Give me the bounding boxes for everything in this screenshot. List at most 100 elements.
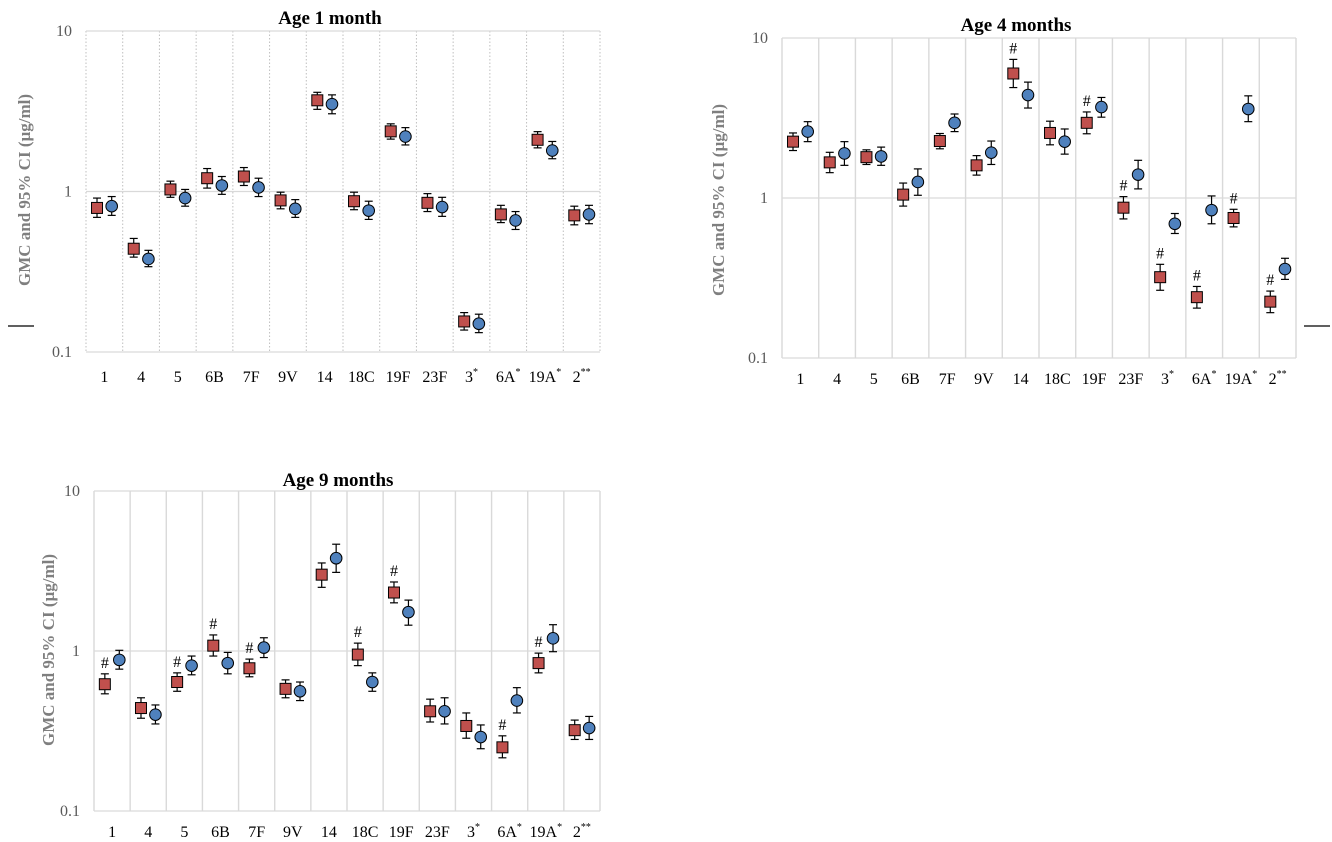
- data-point-blue: [582, 208, 596, 221]
- x-tick-label: 7F: [939, 371, 956, 388]
- y-tick-label: 0.1: [52, 344, 72, 361]
- x-tick-label: 2**: [573, 822, 591, 841]
- data-point-red: [970, 159, 983, 172]
- data-point-blue: [1131, 168, 1145, 181]
- data-point-red: [1154, 271, 1167, 284]
- x-tick-label: 14: [317, 369, 333, 386]
- data-point-blue: [149, 708, 162, 721]
- data-point-blue: [474, 730, 488, 744]
- x-tick-label: 14: [1013, 371, 1029, 388]
- data-point-blue: [185, 659, 198, 672]
- data-point-blue: [582, 721, 596, 735]
- x-tick-label: 18C: [352, 824, 379, 841]
- data-point-red: [424, 705, 437, 718]
- y-tick-label: 10: [752, 30, 768, 47]
- data-point-red: [1044, 126, 1057, 139]
- data-point-blue: [546, 632, 560, 645]
- significance-annotation: #: [209, 616, 217, 633]
- data-point-red: [1190, 291, 1203, 304]
- x-tick-label: 2**: [573, 367, 591, 386]
- data-point-blue: [509, 214, 522, 227]
- data-point-red: [201, 172, 214, 185]
- data-point-red: [421, 196, 434, 209]
- x-tick-label: 5: [870, 371, 878, 388]
- y-tick-label: 1: [760, 190, 768, 207]
- data-point-blue: [105, 199, 118, 213]
- x-tick-label: 6B: [211, 824, 230, 841]
- data-point-red: [387, 586, 400, 599]
- significance-annotation: #: [101, 655, 109, 672]
- data-point-red: [568, 724, 581, 737]
- significance-annotation: #: [1156, 245, 1164, 262]
- data-point-red: [1007, 67, 1020, 80]
- x-tick-label: 1: [108, 824, 116, 841]
- chart-panel-1: 0.1 1 10 Age 1 month GMC and 95% CI (µg/ml) 1…: [15, 8, 601, 386]
- x-tick-label: 14: [321, 824, 337, 841]
- data-point-blue: [252, 181, 265, 194]
- significance-annotation: #: [1193, 267, 1201, 284]
- y-tick-label: 0.1: [748, 350, 768, 367]
- x-tick-label: 6A*: [497, 822, 522, 841]
- data-point-red: [823, 156, 836, 169]
- data-point-red: [568, 209, 581, 222]
- y-tick-label: 10: [64, 483, 80, 500]
- x-tick-label: 18C: [1044, 371, 1071, 388]
- significance-annotation: #: [390, 563, 398, 580]
- x-tick-label: 19F: [389, 824, 414, 841]
- data-point-blue: [1095, 100, 1108, 114]
- data-point-red: [351, 648, 364, 661]
- x-tick-label: 9V: [974, 371, 994, 388]
- data-point-red: [207, 639, 220, 652]
- x-tick-label: 7F: [248, 824, 265, 841]
- significance-annotation: #: [1083, 93, 1091, 110]
- data-point-blue: [1278, 262, 1292, 276]
- data-point-blue: [801, 125, 815, 138]
- significance-annotation: #: [1009, 40, 1017, 57]
- y-tick-label: 0.1: [60, 803, 80, 820]
- data-point-blue: [984, 146, 998, 159]
- significance-annotation: #: [1230, 190, 1238, 207]
- data-point-red: [787, 135, 800, 148]
- significance-annotation: #: [1119, 178, 1127, 195]
- data-point-red: [1264, 295, 1277, 308]
- x-tick-label: 1: [100, 369, 108, 386]
- data-point-red: [860, 151, 873, 164]
- significance-annotation: #: [354, 624, 362, 641]
- y-tick-label: 1: [72, 643, 80, 660]
- significance-annotation: #: [498, 717, 506, 734]
- data-point-red: [274, 194, 287, 207]
- x-tick-label: 6B: [205, 369, 224, 386]
- significance-annotation: #: [1266, 272, 1274, 289]
- data-point-blue: [178, 191, 192, 205]
- data-point-blue: [142, 252, 155, 266]
- data-point-red: [237, 170, 250, 183]
- chart-panel-2: 0.1 1 10 Age 4 months GMC and 95% CI (µg/ml)…: [709, 15, 1297, 388]
- x-tick-label: 19A*: [529, 367, 562, 386]
- data-point-blue: [366, 675, 379, 689]
- data-point-red: [127, 242, 140, 255]
- x-tick-label: 5: [180, 824, 188, 841]
- x-tick-label: 19A*: [1225, 369, 1258, 388]
- x-tick-label: 4: [833, 371, 841, 388]
- data-point-blue: [472, 317, 486, 331]
- x-tick-label: 19A*: [530, 822, 563, 841]
- y-axis-label: GMC and 95% CI (µg/ml): [709, 104, 728, 296]
- data-point-blue: [215, 179, 229, 192]
- x-tick-label: 19F: [1082, 371, 1107, 388]
- data-point-blue: [838, 147, 851, 160]
- data-point-blue: [113, 653, 126, 667]
- x-tick-label: 1: [796, 371, 804, 388]
- data-point-blue: [1205, 203, 1218, 217]
- x-tick-label: 5: [174, 369, 182, 386]
- data-point-blue: [402, 605, 415, 619]
- x-tick-label: 3*: [467, 822, 480, 841]
- data-point-red: [134, 702, 147, 715]
- data-point-red: [458, 315, 471, 328]
- data-point-blue: [221, 656, 235, 670]
- data-point-blue: [399, 130, 412, 143]
- x-tick-label: 6A*: [496, 367, 521, 386]
- data-point-red: [531, 133, 544, 146]
- y-tick-label: 1: [64, 184, 72, 201]
- data-point-blue: [545, 144, 559, 157]
